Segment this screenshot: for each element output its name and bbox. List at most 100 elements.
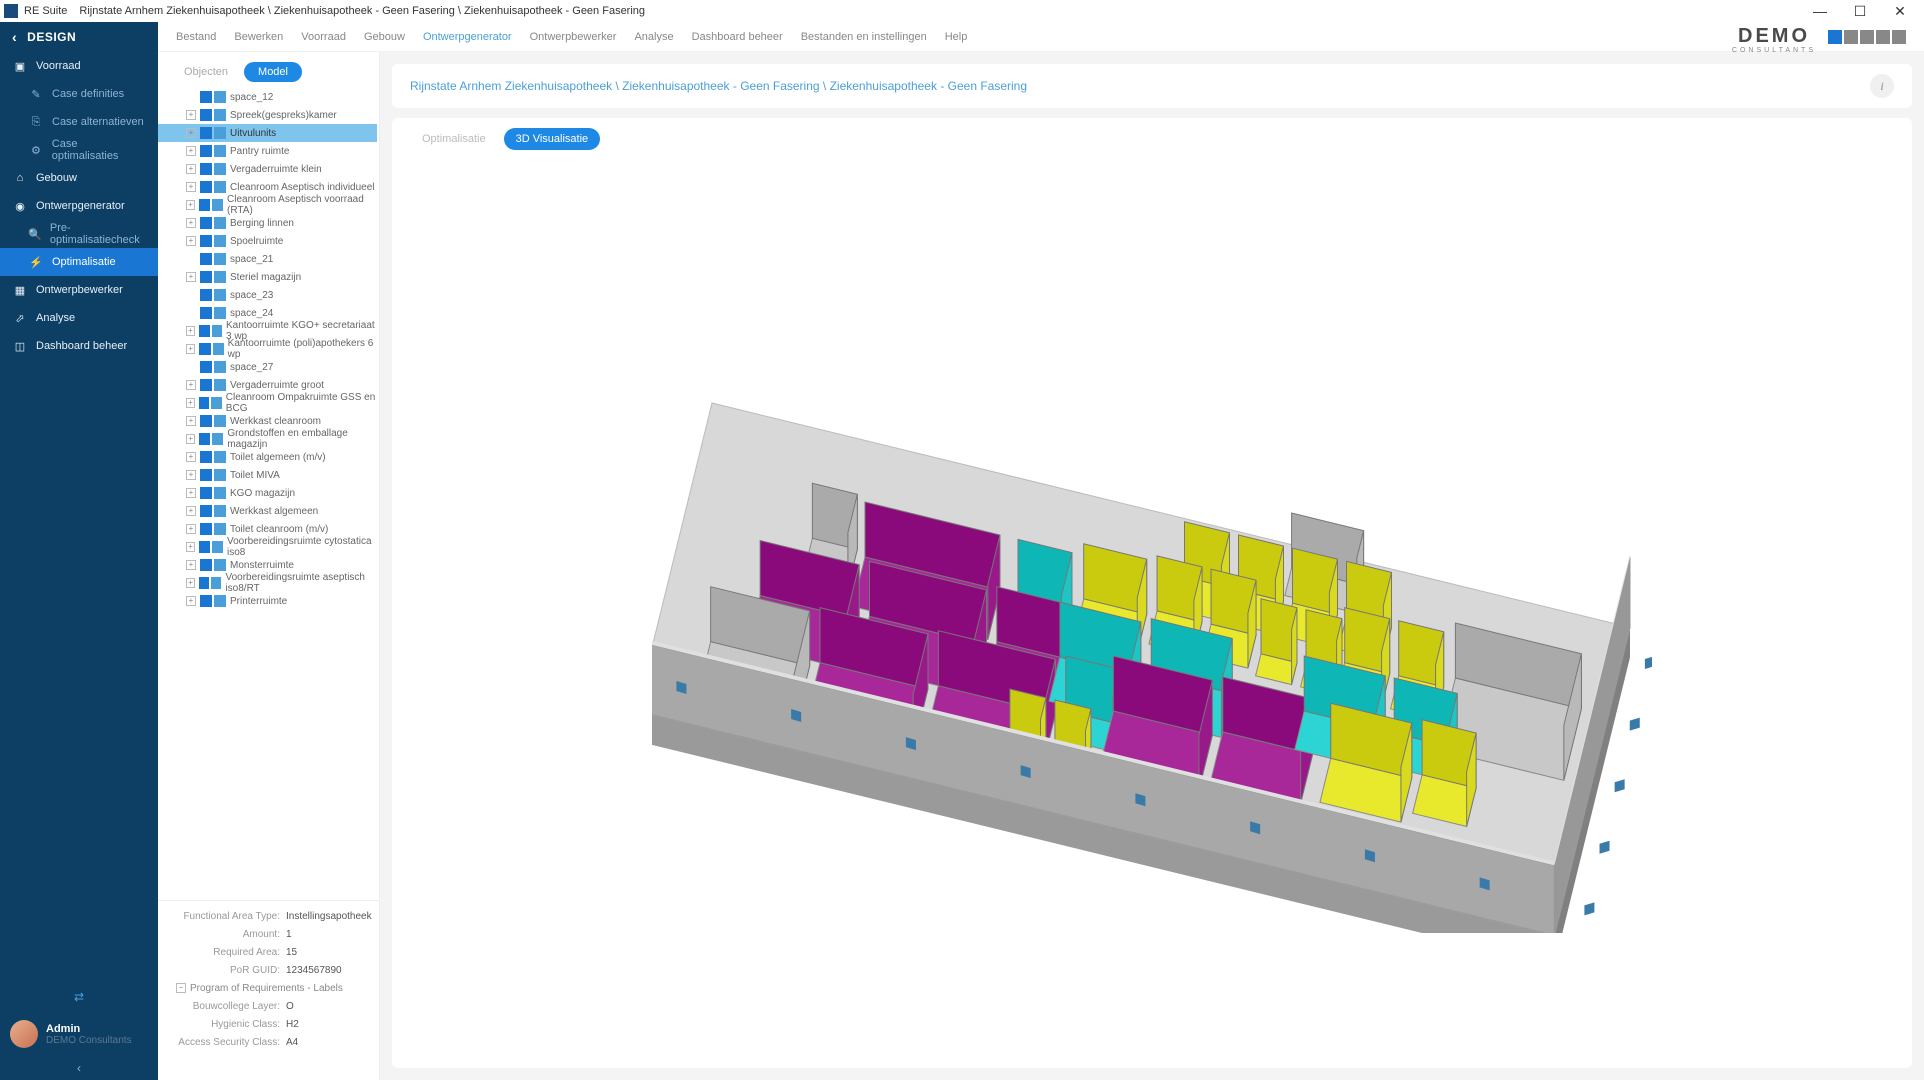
tree-item[interactable]: +Cleanroom Aseptisch voorraad (RTA) <box>158 196 377 214</box>
tree-icon <box>200 487 212 499</box>
tree-icon <box>200 163 212 175</box>
tree-item[interactable]: +Spoelruimte <box>158 232 377 250</box>
user-block[interactable]: Admin DEMO Consultants <box>0 1012 158 1056</box>
tree-item[interactable]: space_27 <box>158 358 377 376</box>
tree-item[interactable]: +Grondstoffen en emballage magazijn <box>158 430 377 448</box>
tree-icon <box>212 433 223 445</box>
expander-icon[interactable]: + <box>186 110 196 120</box>
sidebar-item[interactable]: ◉Ontwerpgenerator <box>0 192 158 220</box>
tree-icon <box>214 307 226 319</box>
minimize-button[interactable]: — <box>1800 0 1840 22</box>
tree-item[interactable]: +Printerruimte <box>158 592 377 610</box>
expander-icon[interactable]: + <box>186 272 196 282</box>
expander-icon[interactable]: + <box>186 542 195 552</box>
menu-item[interactable]: Ontwerpbewerker <box>530 31 617 43</box>
tree-item[interactable]: +Toilet MIVA <box>158 466 377 484</box>
expander-icon[interactable]: + <box>186 398 195 408</box>
tree-item[interactable]: +Cleanroom Ompakruimte GSS en BCG <box>158 394 377 412</box>
section-expander-icon: − <box>176 983 186 993</box>
expander-icon[interactable]: + <box>186 326 195 336</box>
nav-label: Pre-optimalisatiecheck <box>50 222 146 246</box>
tree-item[interactable]: +Uitvulunits <box>158 124 377 142</box>
viz-canvas[interactable] <box>410 158 1894 1058</box>
info-button[interactable]: i <box>1870 74 1894 98</box>
expander-icon[interactable]: + <box>186 488 196 498</box>
sidebar-item[interactable]: ⚙Case optimalisaties <box>0 136 158 164</box>
expander-icon[interactable]: + <box>186 470 196 480</box>
menu-item[interactable]: Analyse <box>634 31 673 43</box>
expander-icon[interactable]: + <box>186 596 196 606</box>
tree-item[interactable]: +KGO magazijn <box>158 484 377 502</box>
tree-item[interactable]: +Steriel magazijn <box>158 268 377 286</box>
tree-item[interactable]: +Berging linnen <box>158 214 377 232</box>
sidebar-item[interactable]: ⎘Case alternatieven <box>0 108 158 136</box>
sidebar-item[interactable]: ✎Case definities <box>0 80 158 108</box>
sidebar-header[interactable]: ‹ DESIGN <box>0 22 158 52</box>
tree-tab-model[interactable]: Model <box>244 62 302 82</box>
expander-icon[interactable]: + <box>186 416 196 426</box>
nav-icon: ⎘ <box>28 116 44 129</box>
sidebar-item[interactable]: ◫Dashboard beheer <box>0 332 158 360</box>
tree-panel: Objecten Model space_12+Spreek(gespreks)… <box>158 52 380 1080</box>
app-name: RE Suite <box>24 5 67 17</box>
tree-item[interactable]: +Vergaderruimte klein <box>158 160 377 178</box>
tree-item[interactable]: +Voorbereidingsruimte cytostatica iso8 <box>158 538 377 556</box>
nav-icon: ◉ <box>12 200 28 213</box>
properties-section[interactable]: − Program of Requirements - Labels <box>176 979 373 997</box>
expander-icon[interactable]: + <box>186 380 196 390</box>
expander-icon[interactable]: + <box>186 164 196 174</box>
collapse-sidebar-button[interactable]: ‹ <box>0 1056 158 1080</box>
sidebar-item[interactable]: ▣Voorraad <box>0 52 158 80</box>
tree-item[interactable]: +Pantry ruimte <box>158 142 377 160</box>
sidebar-item[interactable]: ▦Ontwerpbewerker <box>0 276 158 304</box>
property-label: Bouwcollege Layer: <box>176 1001 286 1012</box>
sidebar-item[interactable]: ⬀Analyse <box>0 304 158 332</box>
expander-icon[interactable]: + <box>186 146 196 156</box>
viz-tab-3d[interactable]: 3D Visualisatie <box>504 128 601 150</box>
viz-tab-optimalisatie[interactable]: Optimalisatie <box>410 128 498 150</box>
tree-item[interactable]: +Spreek(gespreks)kamer <box>158 106 377 124</box>
sidebar-item[interactable]: 🔍Pre-optimalisatiecheck <box>0 220 158 248</box>
menu-item[interactable]: Bewerken <box>234 31 283 43</box>
menu-item[interactable]: Bestanden en instellingen <box>801 31 927 43</box>
tree-item[interactable]: space_21 <box>158 250 377 268</box>
tree-item[interactable]: +Werkkast algemeen <box>158 502 377 520</box>
expander-icon[interactable]: + <box>186 200 195 210</box>
expander-icon[interactable]: + <box>186 578 195 588</box>
tree-list[interactable]: space_12+Spreek(gespreks)kamer+Uitvuluni… <box>158 88 379 900</box>
menu-item[interactable]: Gebouw <box>364 31 405 43</box>
expander-icon[interactable]: + <box>186 218 196 228</box>
expander-icon[interactable]: + <box>186 182 196 192</box>
tree-icon <box>211 577 221 589</box>
floorplan-3d[interactable] <box>652 283 1652 933</box>
tree-item[interactable]: +Kantoorruimte (poli)apothekers 6 wp <box>158 340 377 358</box>
tree-icon <box>214 451 226 463</box>
menu-item[interactable]: Ontwerpgenerator <box>423 31 512 43</box>
expander-icon[interactable]: + <box>186 344 195 354</box>
logo-square <box>1828 30 1842 44</box>
expander-icon[interactable]: + <box>186 524 196 534</box>
tree-item[interactable]: space_23 <box>158 286 377 304</box>
tree-tab-objecten[interactable]: Objecten <box>176 62 236 82</box>
menu-item[interactable]: Voorraad <box>301 31 346 43</box>
expander-icon[interactable]: + <box>186 452 196 462</box>
tree-icon <box>214 145 226 157</box>
tree-item[interactable]: space_12 <box>158 88 377 106</box>
swap-icon[interactable]: ⇄ <box>0 982 158 1012</box>
maximize-button[interactable]: ☐ <box>1840 0 1880 22</box>
tree-icon <box>214 289 226 301</box>
expander-icon[interactable]: + <box>186 128 196 138</box>
expander-icon[interactable]: + <box>186 506 196 516</box>
menu-item[interactable]: Dashboard beheer <box>692 31 783 43</box>
tree-item[interactable]: +Voorbereidingsruimte aseptisch iso8/RT <box>158 574 377 592</box>
sidebar-item[interactable]: ⚡Optimalisatie <box>0 248 158 276</box>
menu-item[interactable]: Help <box>945 31 968 43</box>
sidebar-item[interactable]: ⌂Gebouw <box>0 164 158 192</box>
expander-icon[interactable]: + <box>186 236 196 246</box>
close-button[interactable]: ✕ <box>1880 0 1920 22</box>
expander-icon[interactable]: + <box>186 560 196 570</box>
tree-item[interactable]: +Toilet algemeen (m/v) <box>158 448 377 466</box>
tree-icon <box>200 235 212 247</box>
menu-item[interactable]: Bestand <box>176 31 216 43</box>
expander-icon[interactable]: + <box>186 434 195 444</box>
